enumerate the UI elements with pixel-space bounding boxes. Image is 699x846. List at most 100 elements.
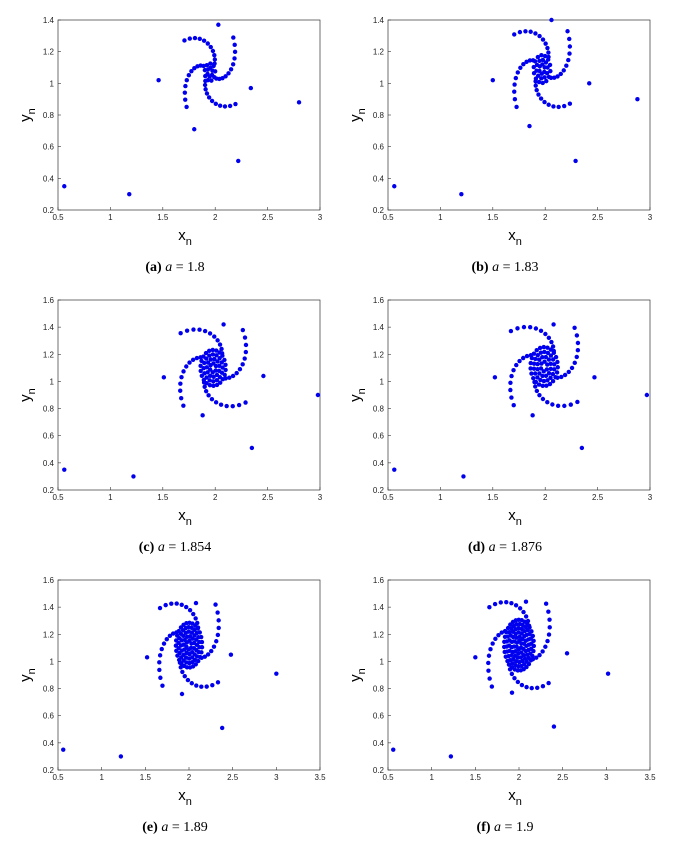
- data-point: [192, 35, 198, 41]
- y-tick-label: 0.8: [43, 405, 55, 414]
- data-point: [210, 48, 216, 54]
- data-point: [184, 78, 189, 83]
- data-point: [540, 57, 546, 63]
- y-tick-label: 1.6: [43, 576, 55, 585]
- y-tick-label: 1.2: [43, 350, 55, 359]
- data-point: [505, 625, 511, 631]
- data-point: [508, 328, 514, 334]
- x-tick-label: 0.5: [52, 213, 64, 222]
- data-point: [543, 644, 548, 649]
- data-point: [512, 89, 517, 94]
- data-point: [555, 359, 560, 365]
- data-point: [213, 368, 218, 373]
- data-point: [533, 83, 538, 88]
- caption-f-value: 1.9: [515, 820, 534, 835]
- data-point: [545, 638, 550, 644]
- data-point: [159, 646, 164, 652]
- caption-b-param: a: [492, 260, 500, 275]
- scatter-points: [391, 599, 611, 759]
- data-point: [203, 350, 209, 356]
- y-axis-label: yn: [17, 668, 38, 682]
- data-point: [545, 399, 550, 405]
- caption-a-value: 1.8: [187, 260, 205, 275]
- data-point: [158, 675, 163, 680]
- data-point: [545, 350, 551, 356]
- data-point: [540, 396, 546, 402]
- data-point: [315, 392, 321, 398]
- x-axis-label: xn: [178, 227, 192, 245]
- data-point: [509, 373, 514, 379]
- data-point: [208, 61, 213, 66]
- y-axis-label: yn: [347, 668, 368, 682]
- data-point: [487, 676, 492, 681]
- data-point: [509, 671, 515, 677]
- data-point: [201, 380, 207, 385]
- x-tick-label: 2.5: [592, 213, 604, 222]
- data-point: [164, 636, 169, 642]
- data-point: [185, 677, 191, 683]
- caption-c-label: (c): [138, 540, 155, 555]
- y-tick-label: 0.8: [43, 111, 55, 120]
- data-point: [515, 679, 521, 685]
- data-point: [193, 600, 199, 606]
- data-point: [205, 360, 211, 365]
- data-point: [240, 362, 245, 367]
- data-point: [489, 684, 495, 689]
- caption-d-value: 1.876: [510, 540, 543, 555]
- data-point: [243, 400, 248, 405]
- data-point: [182, 674, 187, 679]
- y-tick-label: 0.2: [373, 486, 385, 495]
- data-point: [207, 378, 212, 383]
- y-tick-label: 1: [380, 79, 385, 88]
- data-point: [224, 403, 229, 409]
- x-tick-label: 1: [108, 493, 113, 502]
- data-point: [508, 387, 513, 393]
- data-point: [233, 101, 238, 107]
- data-point: [490, 77, 495, 83]
- data-point: [544, 367, 550, 372]
- data-point: [490, 641, 495, 646]
- data-point: [212, 61, 217, 66]
- data-point: [203, 388, 209, 394]
- axes-box: [387, 299, 651, 491]
- data-point: [227, 103, 233, 109]
- y-tick-label: 1: [50, 79, 55, 88]
- data-point: [527, 325, 533, 330]
- data-point: [248, 85, 254, 91]
- data-point: [118, 754, 124, 759]
- caption-c-param: a: [157, 540, 165, 555]
- data-point: [195, 658, 201, 664]
- data-point: [546, 54, 551, 60]
- data-point: [206, 95, 212, 100]
- axes-box: [387, 19, 651, 211]
- data-point: [514, 362, 519, 368]
- data-point: [157, 653, 163, 658]
- data-point: [187, 360, 192, 365]
- data-point: [544, 78, 549, 84]
- data-point: [179, 602, 184, 607]
- data-point: [486, 668, 491, 673]
- data-point: [202, 328, 208, 334]
- data-point: [232, 49, 238, 55]
- data-point: [184, 328, 190, 333]
- data-point: [546, 102, 551, 107]
- panel-e: 0.5 1 1.5 2 2.5 3 3.5 0.2 0.4 0.6 0.8 1 1.2 1.4 1.6 xn y…: [10, 565, 340, 835]
- data-point: [527, 58, 533, 63]
- data-point: [531, 64, 536, 70]
- data-point: [243, 342, 249, 348]
- data-point: [543, 41, 548, 46]
- data-point: [550, 378, 556, 384]
- data-point: [173, 638, 179, 643]
- data-point: [187, 607, 193, 613]
- data-point: [261, 373, 266, 379]
- data-point: [545, 45, 550, 51]
- data-point: [543, 354, 549, 360]
- chart-d: 0.5 1 1.5 2 2.5 3 0.2 0.4 0.6 0.8 1 1.2 1.4 1.6 xn yn: [347, 296, 653, 525]
- x-tick-label: 2: [517, 773, 522, 782]
- data-point: [547, 625, 552, 630]
- x-axis-label: xn: [508, 507, 522, 525]
- data-point: [551, 724, 557, 729]
- data-point: [199, 358, 204, 364]
- data-point: [543, 373, 549, 379]
- data-point: [509, 395, 514, 400]
